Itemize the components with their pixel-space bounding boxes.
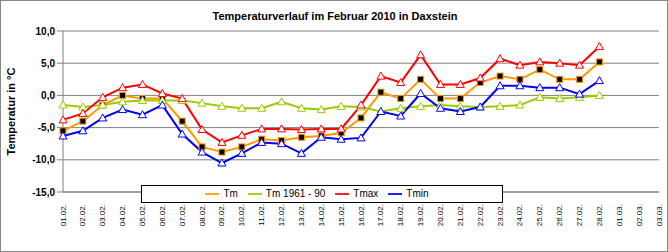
svg-text:27.02.: 27.02. [575, 204, 584, 226]
svg-text:5,0: 5,0 [41, 58, 55, 69]
svg-text:01.02.: 01.02. [59, 204, 68, 226]
svg-text:02.02.: 02.02. [78, 204, 87, 226]
svg-text:25.02.: 25.02. [535, 204, 544, 226]
svg-text:05.02.: 05.02. [138, 204, 147, 226]
svg-text:-10,0: -10,0 [32, 154, 55, 165]
html-text:Tm: Tm [223, 187, 238, 199]
svg-text:19.02.: 19.02. [416, 204, 425, 226]
svg-text:18.02.: 18.02. [396, 204, 405, 226]
html-text:Tmax: Tmax [353, 187, 379, 199]
svg-text:0,0: 0,0 [41, 90, 55, 101]
svg-text:10.02.: 10.02. [237, 204, 246, 226]
svg-text:08.02.: 08.02. [198, 204, 207, 226]
svg-text:03.02.: 03.02. [98, 204, 107, 226]
svg-text:13.02.: 13.02. [297, 204, 306, 226]
svg-text:24.02.: 24.02. [515, 204, 524, 226]
html-text:Tmin: Tmin [406, 187, 429, 199]
html-text:Tm 1961 - 90: Tm 1961 - 90 [265, 187, 326, 199]
svg-text:11.02.: 11.02. [257, 204, 266, 226]
svg-text:Temperatur in °C: Temperatur in °C [8, 67, 17, 155]
svg-text:-15,0: -15,0 [32, 187, 55, 198]
html-text:Temperaturverlauf im Februar 2: Temperaturverlauf im Februar 2010 in Dax… [212, 10, 458, 22]
svg-text:-5,0: -5,0 [38, 122, 56, 133]
svg-text:26.02.: 26.02. [555, 204, 564, 226]
svg-text:17.02.: 17.02. [376, 204, 385, 226]
svg-text:01.03.: 01.03. [615, 204, 624, 226]
svg-text:06.02.: 06.02. [158, 204, 167, 226]
svg-text:28.02.: 28.02. [595, 204, 604, 226]
svg-text:16.02.: 16.02. [357, 204, 366, 226]
svg-text:10,0: 10,0 [36, 26, 56, 37]
svg-text:02.03.: 02.03. [635, 204, 644, 226]
svg-text:15.02.: 15.02. [337, 204, 346, 226]
svg-text:12.02.: 12.02. [277, 204, 286, 226]
svg-text:04.02.: 04.02. [118, 204, 127, 226]
svg-text:21.02.: 21.02. [456, 204, 465, 226]
svg-text:03.03.: 03.03. [655, 204, 661, 226]
svg-text:23.02.: 23.02. [496, 204, 505, 226]
svg-text:20.02.: 20.02. [436, 204, 445, 226]
svg-text:14.02.: 14.02. [317, 204, 326, 226]
svg-text:07.02.: 07.02. [178, 204, 187, 226]
svg-text:09.02.: 09.02. [217, 204, 226, 226]
svg-text:22.02.: 22.02. [476, 204, 485, 226]
